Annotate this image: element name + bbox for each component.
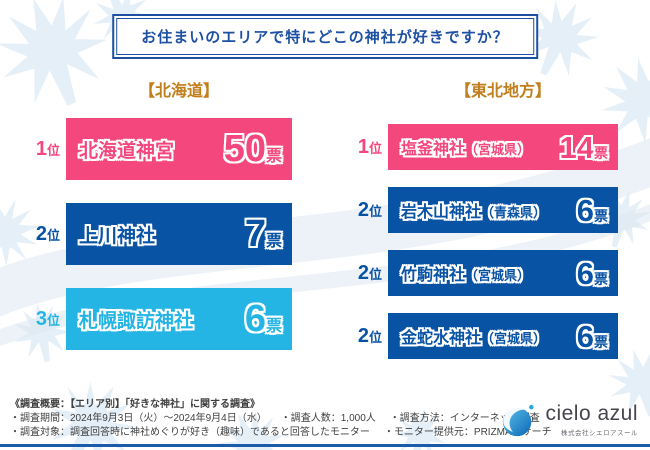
vote-number: 7 xyxy=(244,213,266,255)
rank-suffix: 位 xyxy=(368,329,382,345)
shrine-label: 金蛇水神社（宮城県） xyxy=(401,324,546,348)
vote-count: 50 票 xyxy=(224,130,282,168)
bar-hokkaido-jingu: 北海道神宮 50 票 xyxy=(66,118,292,180)
shrine-label: 北海道神宮 xyxy=(79,136,174,163)
rank-label: 2位 xyxy=(348,262,388,285)
section-header-hokkaido: 【北海道】 xyxy=(138,83,219,100)
shrine-name: 塩釜神社 xyxy=(401,141,466,158)
rank-suffix: 位 xyxy=(46,312,60,328)
rank-label: 3位 xyxy=(20,308,66,331)
rank-number: 2 xyxy=(357,324,369,347)
vote-suffix: 票 xyxy=(265,148,282,165)
vote-number: 6 xyxy=(576,255,594,291)
vote-suffix: 票 xyxy=(594,333,608,350)
bottom-divider xyxy=(0,444,650,447)
company-name: cielo azul xyxy=(545,402,638,425)
survey-summary-row: ・調査対象：調査回答時に神社めぐりが好き（趣味）であると回答したモニター ・モニ… xyxy=(10,426,552,440)
ranking-row: 1位 北海道神宮 50 票 xyxy=(20,118,292,180)
survey-people: ・調査人数：1,000人 xyxy=(280,413,376,424)
shrine-name: 竹駒神社 xyxy=(401,267,466,284)
rank-number: 1 xyxy=(35,137,47,160)
shrine-prefecture: （宮城県） xyxy=(481,331,547,346)
rank-suffix: 位 xyxy=(368,203,382,219)
rank-number: 3 xyxy=(35,307,47,330)
survey-monitor: ・モニター提供元：PRIZMAリサーチ xyxy=(383,427,552,438)
vote-suffix: 票 xyxy=(594,270,608,287)
page-title: お住まいのエリアで特にどこの神社が好きですか？ xyxy=(116,18,534,55)
vote-suffix: 票 xyxy=(265,318,282,335)
shrine-label: 札幌諏訪神社 xyxy=(79,306,193,333)
shrine-name: 北海道神宮 xyxy=(79,140,175,162)
rank-number: 2 xyxy=(357,261,369,284)
rank-label: 1位 xyxy=(20,138,66,161)
survey-summary-title: 《調査概要：【エリア別】「好きな神社」に関する調査》 xyxy=(10,399,260,410)
vote-suffix: 票 xyxy=(265,233,282,250)
shrine-name: 金蛇水神社 xyxy=(401,330,482,347)
rank-label: 2位 xyxy=(20,223,66,246)
survey-method: ・調査方法：インターネット調査 xyxy=(389,413,540,424)
shrine-label: 竹駒神社（宮城県） xyxy=(401,261,530,285)
company-logo: cielo azul 株式会社シエロアスール xyxy=(500,401,638,439)
shrine-label: 上川神社 xyxy=(79,221,155,248)
bar-shiogama-jinja: 塩釜神社（宮城県） 14 票 xyxy=(388,124,618,170)
shrine-prefecture: （宮城県） xyxy=(465,142,531,157)
survey-target: ・調査対象：調査回答時に神社めぐりが好き（趣味）であると回答したモニター xyxy=(10,427,370,438)
shrine-name: 上川神社 xyxy=(79,225,156,247)
vote-number: 6 xyxy=(576,192,594,228)
survey-summary: 《調査概要：【エリア別】「好きな神社」に関する調査》 ・調査期間：2024年9月… xyxy=(10,398,552,440)
vote-count: 14 票 xyxy=(560,132,608,163)
rank-suffix: 位 xyxy=(46,227,60,243)
rank-number: 2 xyxy=(357,198,369,221)
vote-number: 14 xyxy=(559,129,594,165)
company-logo-text: cielo azul 株式会社シエロアスール xyxy=(545,403,638,437)
shrine-prefecture: （宮城県） xyxy=(465,268,531,283)
vote-suffix: 票 xyxy=(594,144,608,161)
rank-suffix: 位 xyxy=(368,140,382,156)
shrine-prefecture: （青森県） xyxy=(481,205,547,220)
shrine-label: 塩釜神社（宮城県） xyxy=(401,135,530,159)
title-box: お住まいのエリアで特にどこの神社が好きですか？ xyxy=(112,14,538,59)
vote-number: 6 xyxy=(244,298,266,340)
vote-number: 50 xyxy=(223,128,266,170)
company-name-japanese: 株式会社シエロアスール xyxy=(561,430,638,437)
vote-number: 6 xyxy=(576,318,594,354)
cielo-azul-logo-icon xyxy=(503,404,535,437)
rank-label: 2位 xyxy=(348,325,388,348)
section-header-tohoku: 【東北地方】 xyxy=(454,83,551,100)
survey-period: ・調査期間：2024年9月3日（火）～2024年9月4日（水） xyxy=(10,413,267,424)
rank-label: 1位 xyxy=(348,136,388,159)
vote-suffix: 票 xyxy=(594,207,608,224)
rank-number: 1 xyxy=(357,135,369,158)
rank-number: 2 xyxy=(35,222,47,245)
rank-suffix: 位 xyxy=(368,266,382,282)
rank-suffix: 位 xyxy=(46,142,60,158)
rank-label: 2位 xyxy=(348,199,388,222)
ranking-row: 1位 塩釜神社（宮城県） 14 票 xyxy=(348,124,618,170)
shrine-name: 岩木山神社 xyxy=(401,204,482,221)
shrine-name: 札幌諏訪神社 xyxy=(79,310,194,332)
survey-summary-row: ・調査期間：2024年9月3日（火）～2024年9月4日（水） ・調査人数：1,… xyxy=(10,412,540,426)
shrine-label: 岩木山神社（青森県） xyxy=(401,198,546,222)
